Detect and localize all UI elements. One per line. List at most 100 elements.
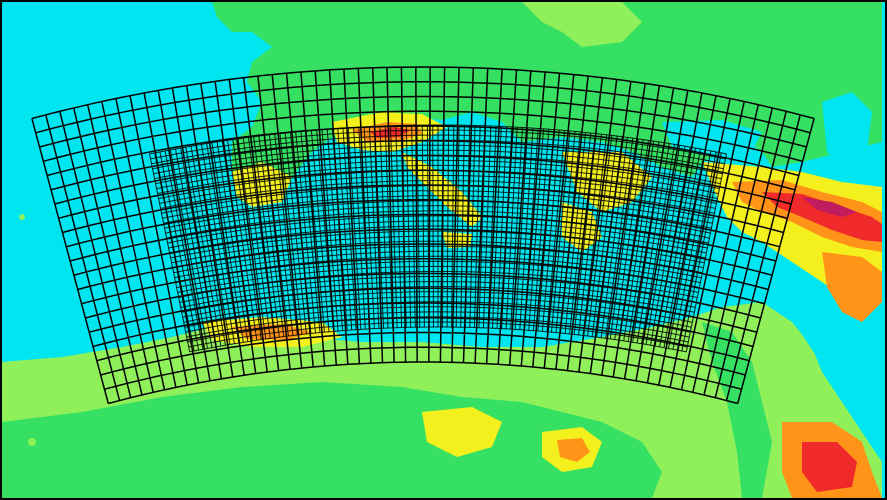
caucasus-peak (802, 197, 857, 217)
inner-grid-column-line (582, 134, 608, 336)
inner-grid-column-line (221, 141, 253, 341)
inner-grid-column-line (573, 133, 597, 335)
outer-grid-column-line (474, 68, 489, 364)
inner-grid-column-line (185, 147, 222, 347)
outer-grid-row-line (100, 331, 746, 376)
inner-grid-column-line (310, 130, 330, 332)
inner-grid-column-line (505, 127, 518, 329)
inner-grid-column-line (464, 125, 471, 328)
outer-grid-column-line (228, 79, 268, 373)
inner-grid-column-line (501, 126, 513, 329)
inner-grid-column-line (523, 128, 539, 331)
inner-grid-column-line (347, 127, 362, 330)
inner-grid-column-line (645, 145, 681, 345)
inner-grid-column-line (609, 138, 639, 339)
inner-grid-column-line (605, 138, 634, 339)
outer-grid-column-line (59, 111, 132, 398)
inner-grid-column-line (206, 143, 240, 344)
inner-grid-column-line (560, 131, 581, 334)
outer-grid-column-line (714, 111, 787, 398)
outer-grid-column-line (31, 118, 110, 404)
inner-grid-column-line (274, 134, 298, 335)
inner-grid-column-line (379, 126, 389, 329)
inner-grid-column-line (482, 125, 492, 328)
inner-grid-column-line (681, 152, 722, 352)
inner-grid-column-line (295, 131, 316, 334)
inner-grid-column-line (337, 128, 353, 331)
inner-grid-column-line (473, 125, 481, 328)
inner-grid-column-line (154, 152, 195, 352)
inner-grid-column-line (654, 147, 691, 347)
inner-grid-column-line (248, 137, 276, 338)
outer-grid-column-line (658, 95, 717, 386)
outer-grid-row-line (50, 140, 796, 191)
inner-grid-column-line (368, 126, 380, 329)
outer-grid-column-line (692, 104, 760, 393)
inner-grid-column-line (555, 131, 576, 333)
inner-grid-column-line (596, 136, 623, 338)
outer-grid-column-line (415, 66, 418, 363)
inner-grid-column-line (492, 126, 502, 329)
inner-grid-column-line (400, 125, 407, 328)
inner-grid-column-line (416, 125, 421, 328)
nested-domain-grid (149, 124, 727, 353)
inner-grid-column-line (618, 140, 649, 341)
outer-grid-row-line (39, 95, 807, 148)
inner-grid-column-line (421, 125, 425, 328)
outer-grid-column-line (623, 87, 675, 379)
inner-grid-column-line (216, 141, 249, 342)
outer-grid-column-line (129, 95, 188, 386)
red-sea (792, 302, 882, 442)
inner-grid-column-line (268, 134, 294, 336)
outer-grid-row-line (108, 361, 738, 405)
outer-grid-column-line (72, 107, 143, 396)
inner-grid-column-line (284, 133, 307, 334)
inner-grid-column-line (316, 130, 335, 332)
inner-grid-column-line (569, 133, 592, 334)
inner-grid-column-line (211, 142, 244, 343)
inner-grid-column-line (159, 151, 200, 351)
inner-grid-column-line (395, 125, 403, 328)
outer-grid-column-line (635, 90, 689, 381)
inner-grid-column-line (623, 141, 655, 341)
inner-grid-column-line (672, 150, 712, 350)
outer-grid-column-line (45, 114, 121, 401)
inner-grid-column-line (253, 136, 280, 338)
inner-grid-column-line (426, 124, 430, 328)
inner-grid-column-line (405, 125, 412, 328)
inner-grid-column-line (164, 150, 204, 350)
inner-grid-column-line (242, 138, 271, 339)
inner-grid-column-line (636, 143, 670, 344)
inner-grid-column-line (353, 127, 366, 330)
inner-grid-column-line (460, 125, 465, 328)
inner-grid-column-line (546, 130, 566, 332)
outer-grid-column-line (115, 98, 177, 388)
ethiopia-mountain (802, 442, 857, 492)
inner-grid-column-line (685, 153, 727, 352)
inner-grid-column-line (514, 127, 529, 330)
inner-grid-column-line (469, 125, 476, 328)
inner-grid-column-line (614, 139, 644, 340)
outer-grid-column-line (736, 118, 815, 404)
inner-grid-column-line (358, 127, 371, 329)
scandinavia-landmass (522, 2, 642, 47)
outer-grid-column-line (200, 83, 245, 376)
inner-grid-column-line (342, 128, 357, 330)
outer-grid-column-line (101, 101, 166, 390)
inner-grid-column-line (201, 144, 235, 344)
outer-grid-column-line (257, 76, 291, 370)
inner-grid-column-line (390, 125, 398, 328)
inner-grid-column-line (632, 142, 665, 343)
inner-grid-column-line (541, 130, 560, 332)
inner-grid-column-line (232, 139, 262, 340)
outer-grid-column-line (451, 67, 460, 363)
inner-grid-column-line (169, 149, 208, 349)
inner-grid-column-line (478, 125, 486, 328)
madeira-island (59, 399, 65, 405)
azores-island (19, 214, 25, 220)
levant-highland (822, 252, 882, 322)
inner-grid-column-line (332, 128, 348, 331)
inner-grid-column-line (195, 145, 231, 345)
